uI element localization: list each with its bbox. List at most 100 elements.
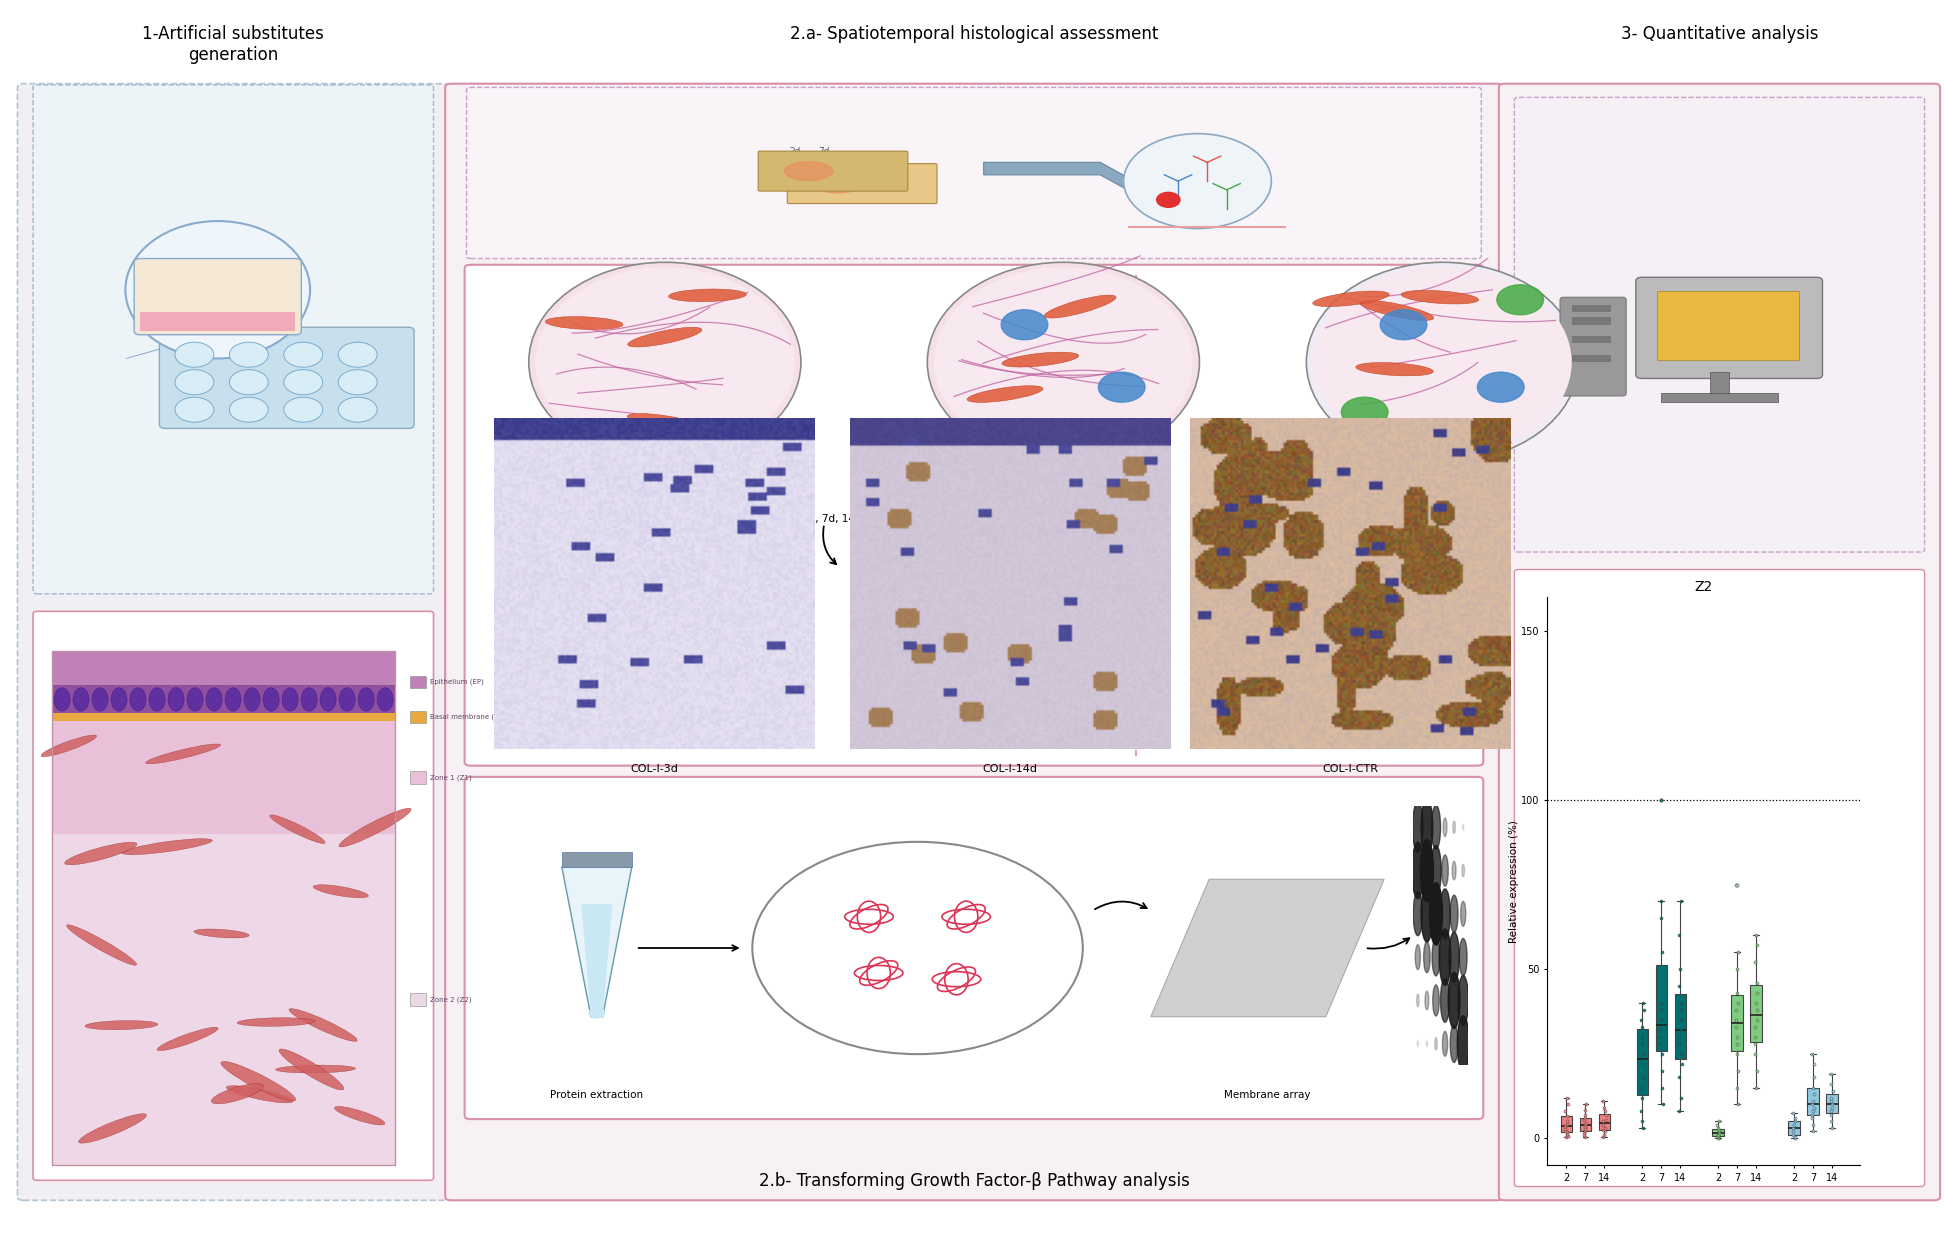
FancyBboxPatch shape	[33, 611, 434, 1180]
Circle shape	[1431, 846, 1441, 896]
Circle shape	[1421, 886, 1433, 942]
Circle shape	[1417, 994, 1419, 1007]
Point	[1798, 1068, 1829, 1088]
PathPatch shape	[1637, 1029, 1649, 1095]
Point	[1569, 1108, 1600, 1128]
Point	[1627, 999, 1658, 1019]
Point	[1569, 1127, 1600, 1147]
Ellipse shape	[122, 838, 212, 854]
Ellipse shape	[1044, 295, 1116, 318]
Point	[1551, 1122, 1582, 1142]
Ellipse shape	[1001, 352, 1079, 367]
Circle shape	[1452, 821, 1456, 833]
Point	[1627, 1044, 1658, 1064]
Point	[1816, 1092, 1847, 1112]
Circle shape	[1433, 985, 1439, 1015]
Point	[1703, 1118, 1734, 1138]
Point	[1666, 993, 1697, 1013]
Point	[1551, 1124, 1582, 1144]
Text: COL-I-14d: COL-I-14d	[982, 764, 1038, 774]
Point	[1816, 1112, 1847, 1132]
Ellipse shape	[628, 413, 704, 431]
Point	[1779, 1114, 1810, 1134]
Point	[1740, 1034, 1771, 1054]
Bar	[1711, 372, 1730, 397]
Circle shape	[1421, 799, 1433, 856]
Point	[1645, 1020, 1676, 1040]
Point	[1571, 1094, 1602, 1114]
Text: Epithelium (EP): Epithelium (EP)	[430, 679, 484, 686]
PathPatch shape	[1561, 1117, 1573, 1132]
Bar	[1573, 305, 1612, 312]
Ellipse shape	[64, 842, 136, 864]
Circle shape	[1425, 992, 1429, 1009]
Point	[1647, 791, 1678, 811]
Point	[1742, 936, 1773, 955]
Point	[1703, 1122, 1734, 1142]
PathPatch shape	[1788, 1122, 1800, 1135]
FancyBboxPatch shape	[134, 259, 301, 335]
Point	[1571, 1113, 1602, 1133]
Point	[1645, 908, 1676, 928]
Ellipse shape	[321, 688, 336, 711]
Point	[1625, 1010, 1656, 1030]
Circle shape	[752, 842, 1083, 1054]
Ellipse shape	[282, 688, 297, 711]
Point	[1703, 1125, 1734, 1145]
Ellipse shape	[91, 688, 109, 711]
Circle shape	[338, 370, 377, 395]
Point	[1816, 1104, 1847, 1124]
Point	[1625, 1102, 1656, 1122]
Point	[1664, 959, 1695, 979]
Point	[1720, 1017, 1752, 1037]
Point	[1625, 1078, 1656, 1098]
Text: COL-I-CTR: COL-I-CTR	[1322, 764, 1378, 774]
Ellipse shape	[206, 688, 222, 711]
Bar	[1660, 393, 1779, 402]
Point	[1816, 1064, 1847, 1084]
Circle shape	[1423, 942, 1431, 973]
FancyBboxPatch shape	[1499, 84, 1940, 1200]
Point	[1549, 1119, 1580, 1139]
Circle shape	[1452, 862, 1456, 879]
Ellipse shape	[1355, 362, 1433, 376]
Point	[1740, 1078, 1771, 1098]
Bar	[1573, 355, 1612, 362]
Point	[1627, 1068, 1658, 1088]
Point	[1742, 993, 1773, 1013]
Circle shape	[1157, 192, 1180, 207]
Circle shape	[338, 342, 377, 367]
Point	[1664, 1027, 1695, 1047]
Point	[1645, 999, 1676, 1019]
Point	[1588, 1127, 1619, 1147]
Polygon shape	[1151, 879, 1384, 1017]
Point	[1779, 1125, 1810, 1145]
Circle shape	[1415, 944, 1421, 969]
Point	[1740, 1044, 1771, 1064]
Bar	[52, 686, 395, 713]
Point	[1571, 1119, 1602, 1139]
Point	[1777, 1122, 1808, 1142]
Point	[1588, 1114, 1619, 1134]
Point	[1777, 1118, 1808, 1138]
Ellipse shape	[1312, 291, 1390, 306]
Ellipse shape	[54, 688, 70, 711]
Bar	[1573, 336, 1612, 343]
Point	[1742, 1060, 1773, 1080]
Circle shape	[1462, 864, 1464, 877]
Circle shape	[284, 397, 323, 422]
Point	[1722, 1078, 1753, 1098]
Point	[1742, 999, 1773, 1019]
Text: 2.b- Transforming Growth Factor-β Pathway analysis: 2.b- Transforming Growth Factor-β Pathwa…	[758, 1173, 1190, 1190]
Ellipse shape	[377, 688, 393, 711]
Point	[1816, 1118, 1847, 1138]
Ellipse shape	[237, 1018, 315, 1027]
Point	[1666, 1088, 1697, 1108]
Bar	[52, 834, 395, 1165]
Point	[1798, 1122, 1829, 1142]
FancyBboxPatch shape	[17, 84, 449, 1200]
Point	[1551, 1112, 1582, 1132]
Circle shape	[284, 370, 323, 395]
Point	[1701, 1127, 1732, 1147]
Point	[1590, 1104, 1621, 1124]
